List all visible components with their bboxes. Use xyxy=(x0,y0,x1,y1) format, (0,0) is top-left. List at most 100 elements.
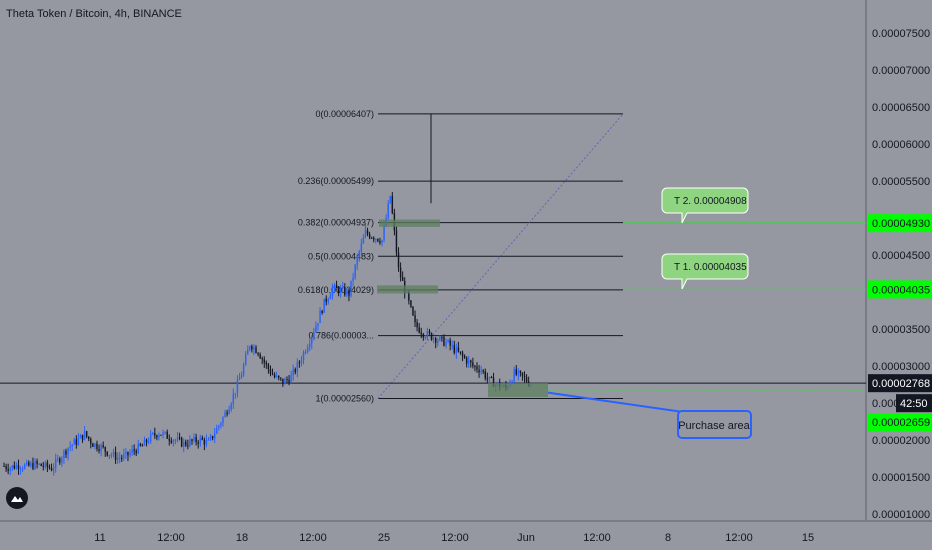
candle-body xyxy=(11,465,14,469)
candle-body xyxy=(370,237,373,239)
fib-trend-line xyxy=(377,113,624,399)
candle-body xyxy=(90,438,92,444)
candle-body xyxy=(315,326,317,333)
candle-body xyxy=(352,277,354,281)
annotations[interactable]: T 2. 0.00004908 0.00004930 T 1. 0.00004035… xyxy=(377,187,932,439)
candle-body xyxy=(275,375,278,378)
candle-body xyxy=(133,449,135,451)
candle-body xyxy=(182,441,185,447)
candle-body xyxy=(267,364,270,370)
price-tick-label: 0.00003500 xyxy=(872,324,930,336)
candle-body xyxy=(379,241,381,243)
candle-body xyxy=(166,431,168,439)
candle-body xyxy=(321,310,323,313)
candle-body xyxy=(42,465,44,467)
candle-body xyxy=(234,393,237,395)
candle-body xyxy=(158,434,160,438)
candle-body xyxy=(476,366,478,370)
fibonacci-retracement[interactable]: 0(0.00006407) 0.236(0.00005499) 0.382(0.00… xyxy=(298,109,624,404)
time-tick-label: 12:00 xyxy=(441,532,469,544)
candle-body xyxy=(414,315,416,323)
price-tick-label: 0.00007500 xyxy=(872,28,930,40)
candle-body xyxy=(236,380,239,394)
countdown-badge xyxy=(896,394,932,413)
candle-body xyxy=(131,449,133,453)
candle-body xyxy=(408,291,410,301)
candle-body xyxy=(329,295,332,300)
candle-body xyxy=(108,455,111,457)
candle-body xyxy=(381,240,383,243)
candle-body xyxy=(461,352,464,357)
candle-body xyxy=(519,370,522,373)
countdown-label: 42:50 xyxy=(900,398,928,410)
target-bubble xyxy=(661,253,749,290)
candle-body xyxy=(327,299,330,302)
candle-body xyxy=(399,267,402,278)
candle-body xyxy=(17,465,20,470)
candle-body xyxy=(278,375,280,378)
candle-body xyxy=(220,423,222,426)
candle-body xyxy=(211,435,214,439)
candle-body xyxy=(420,332,422,335)
candle-body xyxy=(428,330,431,334)
candle-body xyxy=(344,287,346,295)
candle-body xyxy=(149,433,152,442)
price-tick-label: 0.00005500 xyxy=(872,176,930,188)
candle-body xyxy=(187,445,189,447)
candle-body xyxy=(46,462,49,468)
candle-body xyxy=(401,277,404,281)
candle-body xyxy=(48,467,51,469)
candle-body xyxy=(240,375,243,379)
candle-body xyxy=(152,432,154,434)
candle-body xyxy=(38,463,40,465)
candle-body xyxy=(300,360,303,364)
purchase-callout-box xyxy=(677,410,752,439)
candle-body xyxy=(257,352,259,355)
candle-body xyxy=(114,451,117,461)
candle-body xyxy=(280,377,282,379)
candle-body xyxy=(311,336,313,344)
candle-body xyxy=(244,354,247,365)
tradingview-logo-icon[interactable] xyxy=(6,487,28,509)
candle-body xyxy=(172,440,175,443)
candle-body xyxy=(32,463,34,469)
time-tick-label: 15 xyxy=(802,532,814,544)
fib-level-label: 1(0.00002560) xyxy=(315,394,374,404)
candle-body xyxy=(180,437,183,447)
price-tick-label: 0.00003000 xyxy=(872,361,930,373)
price-tick-label: 0.00001000 xyxy=(872,509,930,521)
candle-body xyxy=(354,265,356,278)
last-price-badge xyxy=(868,374,932,393)
time-tick-label: 12:00 xyxy=(725,532,753,544)
candle-body xyxy=(226,412,228,414)
time-axis[interactable]: 11 12:00 18 12:00 25 12:00 Jun 12:00 8 12:00 15 xyxy=(94,532,814,544)
purchase-callout-label: Purchase area xyxy=(678,420,750,432)
candle-body xyxy=(263,359,265,363)
candle-body xyxy=(15,465,18,469)
price-tick-label: 0.00007000 xyxy=(872,65,930,77)
candle-body xyxy=(143,439,146,446)
candle-body xyxy=(259,354,261,359)
candle-body xyxy=(13,465,16,469)
candle-body xyxy=(443,336,445,346)
candle-body xyxy=(484,371,486,379)
candle-body xyxy=(339,288,342,294)
candle-body xyxy=(112,451,115,455)
candle-body xyxy=(197,442,199,444)
candle-body xyxy=(57,458,59,460)
price-tick-label: 0.00002000 xyxy=(872,435,930,447)
candle-body xyxy=(511,381,513,383)
candle-body xyxy=(255,347,257,353)
candle-body xyxy=(249,346,251,350)
candle-body xyxy=(224,412,226,418)
price-tick-label: 0.00006000 xyxy=(872,139,930,151)
candle-body xyxy=(480,370,482,373)
candle-body xyxy=(416,322,418,328)
candle-body xyxy=(358,251,361,257)
candle-body xyxy=(273,374,276,378)
candle-body xyxy=(517,370,520,375)
fib-level-label: 0.236(0.00005499) xyxy=(298,176,374,186)
candle-body xyxy=(218,425,220,428)
